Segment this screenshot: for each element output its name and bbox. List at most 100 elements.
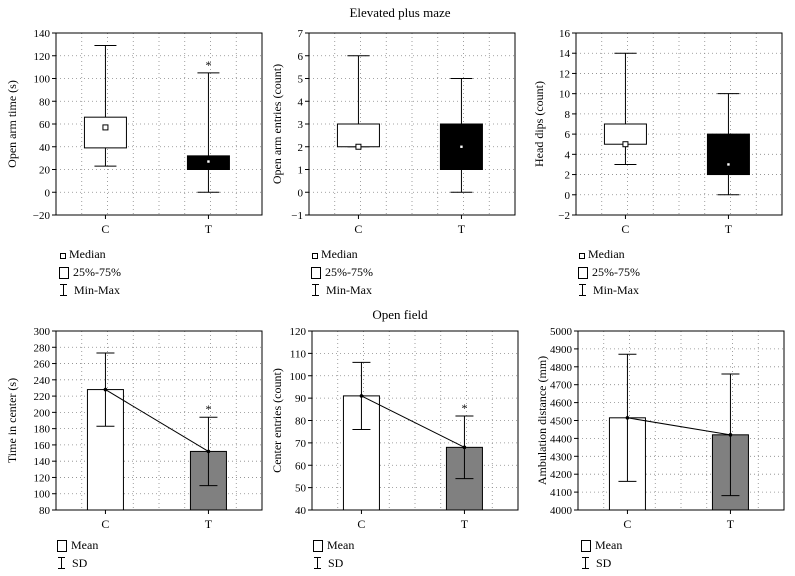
box-symbol-icon [578,266,588,279]
median-marker [102,124,109,131]
x-tick-label: T [461,517,469,531]
legend-box-2: Median 25%-75% Min-Max [310,245,373,299]
legend-item-range: Min-Max [58,281,121,299]
x-tick-label: T [727,517,735,531]
legend-item-median: Median [310,245,373,263]
legend-item-mean: Mean [580,536,622,554]
y-tick-label: 120 [34,472,51,484]
legend-label: Min-Max [74,283,120,297]
legend-bar-3: Mean SD [580,536,622,572]
median-symbol-icon [60,253,66,259]
median-marker [727,163,730,166]
y-tick-label: 10 [559,89,571,101]
mean-connector-line [627,417,731,436]
y-tick-label: 60 [39,119,51,131]
legend-label: Mean [71,538,99,552]
mean-connector-line [361,395,465,448]
y-tick-label: 100 [34,74,51,86]
y-tick-label: 80 [39,505,51,517]
y-tick-label: 40 [295,505,307,517]
y-tick-label: 4 [565,149,571,161]
y-tick-label: −20 [33,210,51,222]
legend-item-mean: Mean [312,536,354,554]
legend-item-iqr: 25%-75% [58,263,121,281]
y-axis-label: Open arm time (s) [5,80,19,168]
median-marker [460,145,463,148]
y-tick-label: −2 [558,210,570,222]
legend-item-range: Min-Max [310,281,373,299]
x-tick-label: T [458,222,466,236]
box-iqr [336,123,380,148]
y-tick-label: 90 [295,393,307,405]
y-tick-label: 60 [295,460,307,472]
y-tick-label: 4400 [550,433,573,445]
y-tick-label: 4800 [550,362,573,374]
y-axis-label: Ambulation distance (mm) [535,356,549,485]
legend-item-iqr: 25%-75% [577,263,640,281]
chart-panel-6: 4000 4100 4200 4300 4400 4500 4600 4700 4800 4900… [535,326,785,531]
y-axis-label: Time in center (s) [5,378,19,463]
y-tick-label: 240 [34,375,51,387]
x-tick-label: T [725,222,733,236]
legend-item-sd: SD [312,554,354,572]
legend-item-sd: SD [56,554,98,572]
y-tick-label: 80 [39,96,51,108]
chart-panel-1: −20 0 20 40 60 80 100 120 140 Open arm time (s) C T… [5,28,263,236]
y-tick-label: 120 [290,326,307,338]
plot-frame [55,330,263,511]
y-tick-label: 4700 [550,380,573,392]
errorbar-symbol-icon [580,556,592,570]
y-tick-label: 140 [34,28,51,40]
legend-label: Median [321,247,358,261]
y-tick-label: 3 [298,119,304,131]
box-symbol-icon [311,266,321,279]
legend-label: Mean [327,538,355,552]
y-tick-label: 0 [45,187,51,199]
y-tick-label: 1 [298,165,304,177]
section-title-of: Open field [372,307,428,322]
y-tick-label: 300 [34,326,51,338]
x-tick-label: T [205,517,213,531]
y-tick-label: 4000 [550,505,573,517]
y-tick-label: 70 [295,438,307,450]
legend-label: SD [596,556,612,570]
x-tick-label: C [621,222,629,236]
mean-point [206,449,211,454]
y-tick-label: 4300 [550,451,573,463]
y-tick-label: 16 [559,28,571,40]
legend-box-3: Median 25%-75% Min-Max [577,245,640,299]
y-tick-label: 20 [39,165,51,177]
mean-point [462,445,467,450]
y-tick-label: 5000 [550,326,573,338]
y-tick-label: 2 [565,170,571,182]
y-tick-label: 180 [34,424,51,436]
whisker-symbol-icon [58,283,70,297]
significance-marker: * [205,402,211,416]
y-tick-label: 6 [565,129,571,141]
x-tick-label: C [101,222,109,236]
y-tick-label: 280 [34,342,51,354]
y-tick-label: 7 [298,28,304,40]
legend-box-1: Median 25%-75% Min-Max [58,245,121,299]
box-iqr [83,116,127,149]
legend-label: Min-Max [593,283,639,297]
y-tick-label: 0 [565,190,571,202]
chart-panel-4: 80 100 120 140 160 180 200 220 240 260 280 300 Time … [5,326,263,531]
median-symbol-icon [312,253,318,259]
y-tick-label: 4900 [550,344,573,356]
x-tick-label: C [354,222,362,236]
legend-label: Mean [595,538,623,552]
y-tick-label: −1 [291,210,303,222]
bar-symbol-icon [313,539,323,552]
legend-item-median: Median [58,245,121,263]
y-tick-label: 4 [298,96,304,108]
mean-point [359,394,364,398]
whisker-symbol-icon [577,283,589,297]
chart-panel-2: −1 0 1 2 3 4 5 6 7 Open arm entries (count) C T [270,28,516,236]
legend-label: 25%-75% [73,265,121,279]
chart-panel-5: 40 50 60 70 80 90 100 110 120 Center entries (cou… [270,326,519,531]
y-tick-label: 260 [34,359,51,371]
y-tick-label: 14 [559,48,571,60]
legend-label: 25%-75% [592,265,640,279]
